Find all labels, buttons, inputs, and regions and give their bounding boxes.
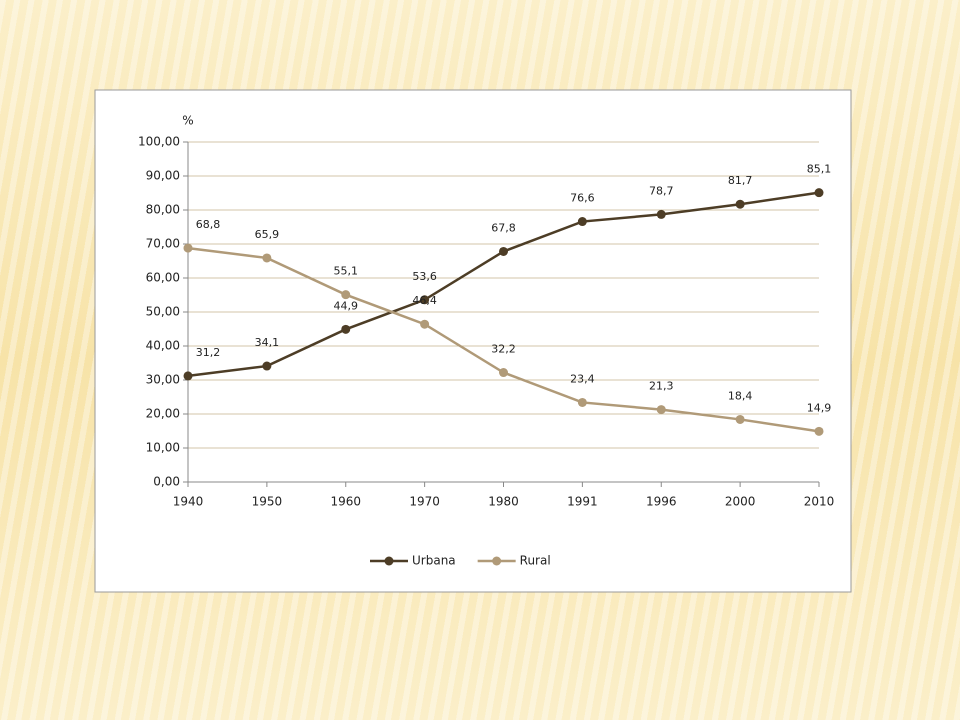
x-tick-label: 1970 — [409, 495, 440, 509]
data-label: 81,7 — [728, 174, 753, 187]
legend-label: Rural — [520, 554, 551, 568]
data-label: 46,4 — [412, 294, 437, 307]
data-label: 44,9 — [334, 299, 359, 312]
data-label: 31,2 — [196, 346, 221, 359]
chart-frame — [94, 89, 852, 593]
y-tick-label: 20,00 — [146, 407, 180, 421]
data-point — [735, 414, 745, 424]
data-label: 65,9 — [255, 228, 280, 241]
y-axis-label: % — [182, 114, 193, 128]
data-label: 53,6 — [412, 270, 437, 283]
data-point — [814, 188, 824, 198]
data-label: 85,1 — [807, 163, 832, 176]
y-tick-label: 30,00 — [146, 373, 180, 387]
data-label: 18,4 — [728, 389, 753, 402]
data-label: 78,7 — [649, 184, 674, 197]
y-tick-label: 90,00 — [146, 169, 180, 183]
data-point — [656, 405, 666, 415]
x-tick-label: 1960 — [330, 495, 361, 509]
data-point — [735, 199, 745, 209]
data-point — [577, 397, 587, 407]
x-tick-label: 1950 — [252, 495, 283, 509]
x-tick-label: 1991 — [567, 495, 598, 509]
data-point — [183, 371, 193, 381]
legend-label: Urbana — [412, 554, 456, 568]
x-tick-label: 1980 — [488, 495, 519, 509]
y-tick-label: 100,00 — [138, 135, 180, 149]
x-tick-label: 2010 — [804, 495, 835, 509]
data-label: 67,8 — [491, 221, 516, 234]
y-tick-label: 70,00 — [146, 237, 180, 251]
data-label: 23,4 — [570, 372, 595, 385]
x-tick-label: 1996 — [646, 495, 677, 509]
data-label: 76,6 — [570, 192, 595, 205]
y-tick-label: 10,00 — [146, 441, 180, 455]
data-point — [262, 361, 272, 371]
data-point — [183, 243, 193, 253]
y-tick-label: 80,00 — [146, 203, 180, 217]
data-point — [499, 246, 508, 256]
data-point — [262, 253, 272, 263]
data-label: 34,1 — [255, 336, 280, 349]
data-label: 68,8 — [196, 218, 221, 231]
y-tick-label: 40,00 — [146, 339, 180, 353]
data-point — [341, 290, 351, 300]
x-tick-label: 1940 — [173, 495, 204, 509]
data-label: 14,9 — [807, 401, 832, 414]
data-label: 21,3 — [649, 380, 674, 393]
data-point — [341, 324, 351, 334]
data-point — [420, 319, 430, 329]
y-tick-label: 60,00 — [146, 271, 180, 285]
data-point — [577, 217, 587, 227]
y-tick-label: 0,00 — [153, 475, 180, 489]
y-tick-label: 50,00 — [146, 305, 180, 319]
data-point — [656, 209, 666, 219]
x-tick-label: 2000 — [725, 495, 756, 509]
data-point — [814, 426, 824, 436]
data-point — [499, 368, 508, 378]
data-label: 55,1 — [334, 265, 359, 278]
data-label: 32,2 — [491, 343, 516, 356]
legend-marker — [384, 556, 394, 566]
legend-marker — [492, 556, 502, 566]
data-point — [420, 295, 430, 305]
